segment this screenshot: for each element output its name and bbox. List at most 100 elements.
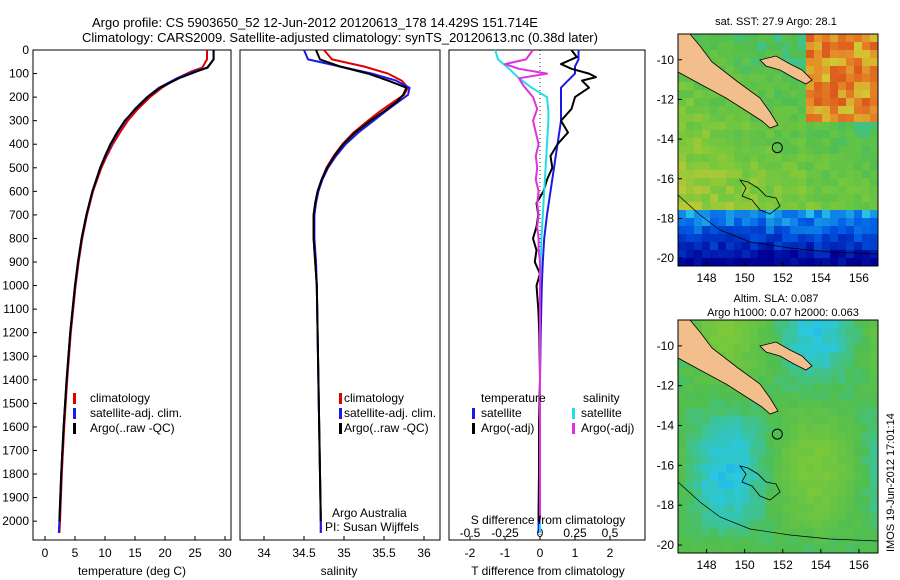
heatmap-cell — [806, 234, 815, 243]
heatmap-cell — [702, 504, 711, 514]
heatmap-cell — [790, 146, 799, 155]
heatmap-cell — [862, 360, 871, 369]
heatmap-cell — [678, 202, 687, 211]
heatmap-cell — [750, 250, 759, 259]
heatmap-cell — [750, 472, 759, 482]
heatmap-cell — [870, 336, 878, 345]
legend-swatch-climatology — [339, 393, 342, 404]
heatmap-cell — [854, 210, 863, 219]
heatmap-cell — [718, 186, 727, 195]
heatmap-cell — [862, 504, 871, 514]
heatmap-cell — [766, 226, 775, 235]
heatmap-cell — [798, 226, 807, 235]
heatmap-cell — [742, 194, 751, 203]
heatmap-cell — [742, 210, 751, 219]
heatmap-cell — [830, 488, 839, 498]
heatmap-cell — [734, 360, 743, 369]
heatmap-cell — [806, 496, 815, 506]
heatmap-cell — [782, 122, 791, 131]
heatmap-cell — [870, 210, 878, 219]
heatmap-cell — [742, 122, 751, 131]
heatmap-cell — [702, 178, 711, 187]
heatmap-cell — [862, 528, 871, 538]
heatmap-cell — [838, 320, 847, 329]
heatmap-cell — [758, 242, 767, 251]
heatmap-cell — [814, 178, 823, 187]
heatmap-cell — [774, 440, 783, 450]
heatmap-cell — [870, 74, 878, 83]
heatmap-cell — [726, 536, 735, 546]
heatmap-cell — [742, 472, 751, 482]
heatmap-cell — [838, 368, 847, 377]
heatmap-cell — [750, 178, 759, 187]
heatmap-cell — [742, 226, 751, 235]
heatmap-cell — [846, 218, 855, 227]
heatmap-cell — [718, 408, 727, 418]
heatmap-cell — [750, 360, 759, 369]
depth-tick-label: 1700 — [2, 443, 29, 457]
heatmap-cell — [806, 186, 815, 195]
heatmap-cell — [758, 360, 767, 369]
heatmap-cell — [862, 234, 871, 243]
heatmap-cell — [790, 368, 799, 377]
heatmap-cell — [822, 138, 831, 147]
heatmap-cell — [694, 496, 703, 506]
heatmap-cell — [854, 226, 863, 235]
heatmap-cell — [782, 496, 791, 506]
heatmap-cell — [678, 114, 687, 123]
heatmap-cell — [678, 106, 687, 115]
heatmap-cell — [702, 42, 711, 51]
heatmap-cell — [742, 170, 751, 179]
heatmap-cell — [806, 98, 815, 107]
x-tick-label: 0 — [537, 546, 544, 560]
heatmap-cell — [830, 472, 839, 482]
heatmap-cell — [742, 258, 751, 266]
heatmap-cell — [846, 456, 855, 466]
heatmap-cell — [766, 472, 775, 482]
heatmap-cell — [854, 408, 863, 418]
heatmap-cell — [838, 408, 847, 418]
heatmap-cell — [790, 34, 799, 43]
heatmap-cell — [838, 242, 847, 251]
heatmap-cell — [846, 512, 855, 522]
heatmap-cell — [774, 66, 783, 75]
heatmap-cell — [782, 210, 791, 219]
heatmap-cell — [862, 242, 871, 251]
heatmap-cell — [846, 504, 855, 514]
heatmap-cell — [758, 234, 767, 243]
heatmap-cell — [686, 448, 695, 458]
heatmap-cell — [766, 328, 775, 337]
heatmap-cell — [830, 512, 839, 522]
heatmap-cell — [774, 416, 783, 426]
heatmap-cell — [854, 170, 863, 179]
heatmap-cell — [822, 122, 831, 131]
heatmap-cell — [766, 186, 775, 195]
heatmap-cell — [870, 352, 878, 361]
heatmap-cell — [694, 34, 703, 43]
heatmap-cell — [734, 146, 743, 155]
heatmap-cell — [838, 58, 847, 67]
heatmap-cell — [694, 448, 703, 458]
heatmap-cell — [862, 480, 871, 490]
depth-tick-label: 600 — [9, 184, 29, 198]
heatmap-cell — [766, 432, 775, 442]
heatmap-cell — [694, 194, 703, 203]
heatmap-cell — [830, 178, 839, 187]
legend-label-climatology: climatology — [344, 391, 404, 405]
heatmap-cell — [870, 250, 878, 259]
heatmap-cell — [750, 336, 759, 345]
heatmap-cell — [710, 114, 719, 123]
heatmap-cell — [870, 170, 878, 179]
heatmap-cell — [798, 456, 807, 466]
heatmap-cell — [782, 336, 791, 345]
heatmap-cell — [790, 122, 799, 131]
heatmap-cell — [838, 202, 847, 211]
heatmap-cell — [790, 432, 799, 442]
heatmap-cell — [782, 408, 791, 418]
heatmap-cell — [686, 210, 695, 219]
heatmap-cell — [838, 170, 847, 179]
heatmap-cell — [734, 50, 743, 59]
series-line-salinity-argo-adj- — [504, 49, 548, 522]
heatmap-cell — [790, 416, 799, 426]
heatmap-cell — [734, 488, 743, 498]
